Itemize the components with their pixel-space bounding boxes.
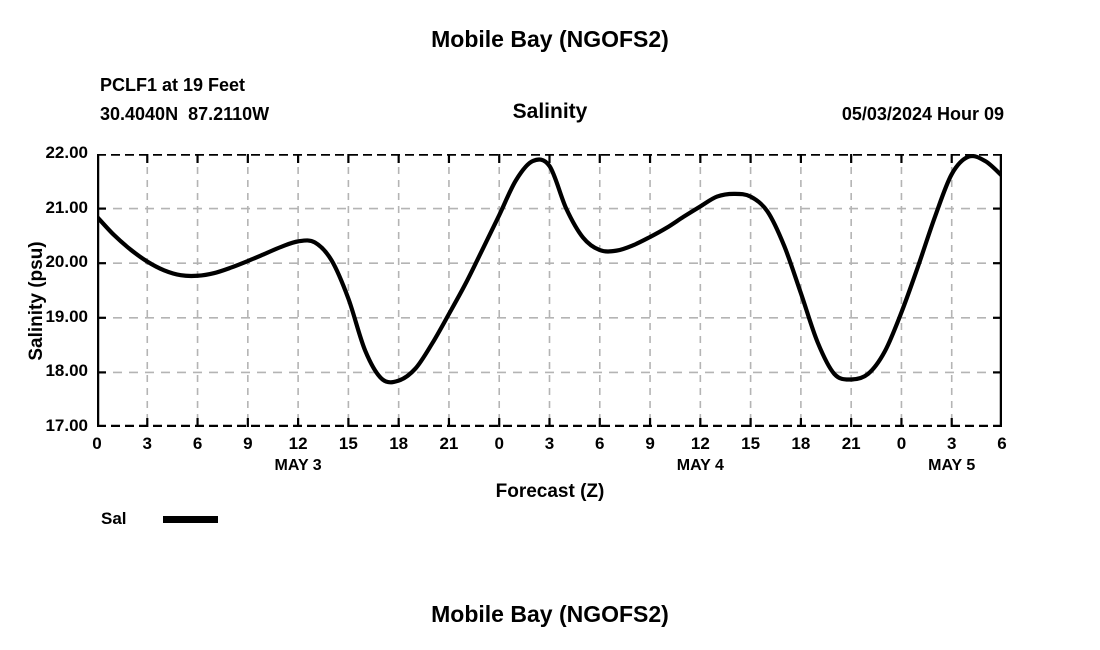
model-run-timestamp: 05/03/2024 Hour 09 bbox=[841, 104, 1004, 124]
y-tick-label: 17.00 bbox=[45, 416, 88, 435]
y-tick-label: 20.00 bbox=[45, 252, 88, 272]
x-tick-label: 21 bbox=[439, 434, 459, 453]
page-title: Mobile Bay (NGOFS2) bbox=[431, 26, 669, 52]
bottom-title: Mobile Bay (NGOFS2) bbox=[431, 601, 669, 627]
vertical-gridlines bbox=[146, 154, 953, 427]
legend-label-sal: Sal bbox=[101, 509, 127, 528]
x-tick-label: 18 bbox=[791, 434, 811, 453]
day-label: MAY 3 bbox=[274, 457, 322, 474]
station-label: PCLF1 at 19 Feet bbox=[100, 75, 246, 95]
x-tick-label: 9 bbox=[243, 434, 253, 453]
x-tick-label: 6 bbox=[595, 434, 605, 453]
coordinates-label: 30.4040N 87.2110W bbox=[100, 104, 270, 124]
plot-frame-border bbox=[97, 154, 1002, 427]
salinity-time-series-plot bbox=[97, 154, 1002, 427]
x-tick-label: 12 bbox=[288, 434, 308, 453]
y-tick-label: 19.00 bbox=[45, 306, 88, 326]
x-axis-title: Forecast (Z) bbox=[495, 481, 605, 502]
x-tick-label: 0 bbox=[92, 434, 102, 453]
x-tick-label: 0 bbox=[896, 434, 907, 453]
x-tick-label: 3 bbox=[544, 434, 555, 453]
data-series-line-sal bbox=[97, 154, 1002, 385]
x-tick-label: 12 bbox=[690, 434, 710, 453]
legend-line-swatch-sal bbox=[163, 516, 218, 523]
x-tick-label: 15 bbox=[741, 434, 761, 453]
x-tick-label: 21 bbox=[841, 434, 861, 453]
x-tick-label: 9 bbox=[645, 434, 655, 453]
day-label: MAY 5 bbox=[928, 457, 976, 474]
y-tick-label: 21.00 bbox=[45, 197, 88, 217]
variable-title: Salinity bbox=[512, 100, 588, 123]
x-tick-label: 3 bbox=[142, 434, 152, 453]
day-label: MAY 4 bbox=[676, 457, 724, 474]
y-tick-label: 22.00 bbox=[45, 143, 88, 162]
x-tick-label: 3 bbox=[946, 434, 957, 453]
y-tick-label: 18.00 bbox=[45, 361, 88, 381]
x-tick-label: 6 bbox=[997, 434, 1007, 453]
x-tick-label: 18 bbox=[389, 434, 409, 453]
x-tick-label: 15 bbox=[338, 434, 358, 453]
x-tick-label: 0 bbox=[494, 434, 504, 453]
x-tick-label: 6 bbox=[192, 434, 203, 453]
